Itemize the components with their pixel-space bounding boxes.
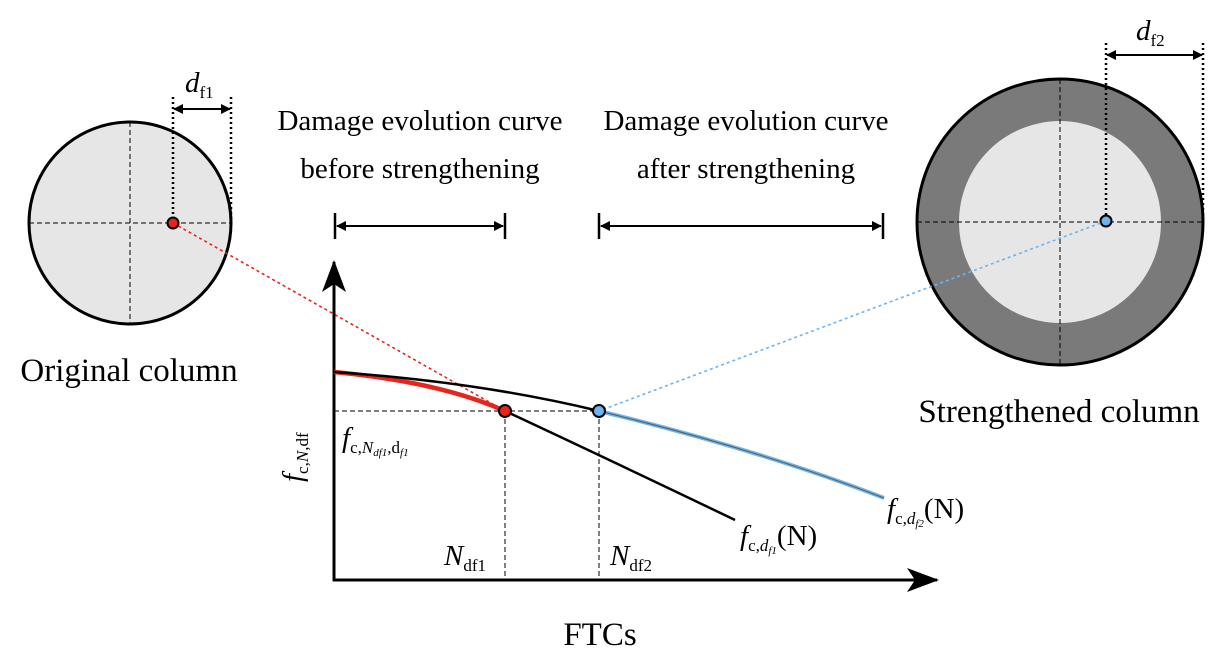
ndf1-point-marker	[498, 404, 512, 418]
after-title-line2: after strengthening	[637, 153, 855, 185]
curve-after-label: fc,df2(N)	[887, 493, 964, 530]
df1-label: df1	[185, 67, 214, 102]
curve-after-blue	[598, 409, 885, 500]
after-title-line1: Damage evolution curve	[603, 105, 888, 137]
original-column-label: Original column	[20, 353, 237, 389]
curve-before-label: fc,df1(N)	[740, 520, 817, 557]
f-level-label: fc,Ndf1,df1	[342, 422, 409, 459]
after-range: Damage evolution curve after strengtheni…	[597, 105, 889, 239]
curve-after-blue-edge	[598, 410, 885, 499]
strengthened-core	[959, 121, 1161, 323]
ndf2-label: Ndf2	[609, 540, 652, 575]
x-axis-label: FTCs	[563, 617, 636, 653]
original-column: df1 Original column	[20, 67, 237, 389]
ndf1-label: Ndf1	[443, 540, 486, 575]
strengthened-column: df2 Strengthened column	[915, 15, 1205, 430]
strengthened-column-label: Strengthened column	[918, 394, 1199, 430]
ndf2-point-marker	[592, 404, 606, 418]
before-title-line1: Damage evolution curve	[277, 105, 562, 137]
curve-before-red-segment	[333, 369, 506, 414]
df2-label: df2	[1136, 15, 1165, 50]
before-range: Damage evolution curve before strengthen…	[277, 105, 563, 239]
blue-connector-dotted	[598, 220, 1107, 412]
y-axis-label: fc,N,df	[277, 432, 312, 482]
before-title-line2: before strengthening	[300, 153, 539, 185]
curve-after-black	[333, 370, 600, 413]
